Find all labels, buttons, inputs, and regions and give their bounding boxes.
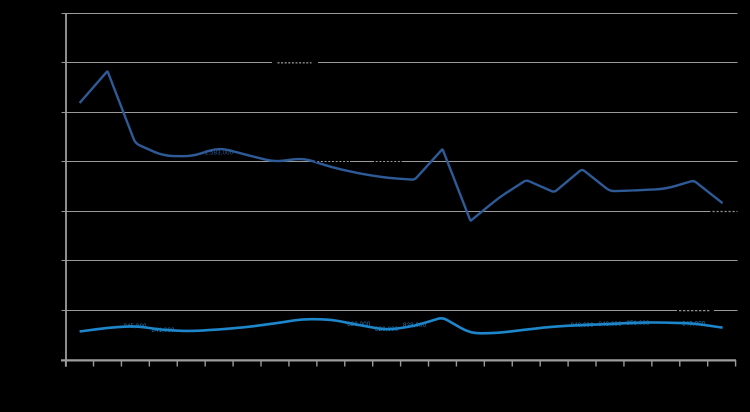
svg-text:845,000: 845,000: [123, 324, 147, 330]
svg-text:849,000: 849,000: [682, 322, 706, 328]
svg-text:828,000: 828,000: [403, 323, 427, 329]
svg-text:851,000: 851,000: [626, 321, 650, 327]
svg-text:841,000: 841,000: [151, 328, 175, 334]
svg-text:830,000: 830,000: [347, 322, 371, 328]
svg-text:840,000: 840,000: [571, 323, 595, 329]
svg-text:820,000: 820,000: [375, 327, 399, 333]
svg-text:1,583,000: 1,583,000: [205, 151, 234, 157]
svg-text:846,000: 846,000: [599, 322, 623, 328]
